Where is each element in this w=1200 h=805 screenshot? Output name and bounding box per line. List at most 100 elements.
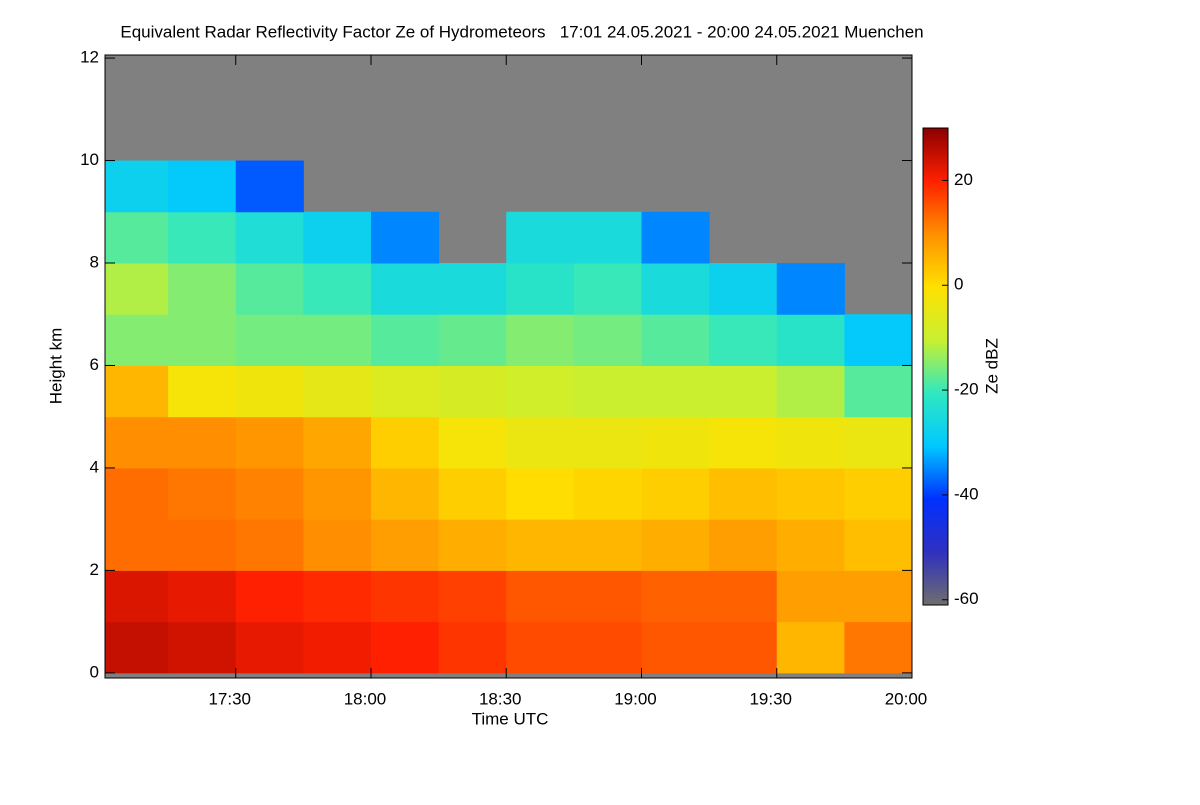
heatmap-cell <box>105 519 169 571</box>
heatmap-cell <box>506 519 575 571</box>
colorbar-tick-label: -20 <box>954 380 979 399</box>
heatmap-cell <box>303 621 372 674</box>
colorbar <box>922 127 949 606</box>
heatmap-cell <box>303 570 372 623</box>
heatmap-cell <box>168 467 237 520</box>
heatmap-cell <box>776 621 845 674</box>
heatmap-cell <box>303 211 372 264</box>
heatmap-cell <box>370 467 440 520</box>
heatmap-cell <box>235 519 304 571</box>
heatmap-cell <box>303 263 372 315</box>
heatmap-cell <box>105 570 169 623</box>
heatmap-cell <box>573 570 642 623</box>
heatmap-cell <box>168 570 237 623</box>
heatmap-cell <box>303 519 372 571</box>
heatmap-cell <box>303 365 372 418</box>
heatmap-cell <box>168 211 237 264</box>
heatmap-cell <box>709 570 778 623</box>
y-tick-label: 0 <box>90 662 99 681</box>
y-tick-label: 2 <box>90 560 99 579</box>
heatmap-cell <box>709 467 778 520</box>
heatmap-cell <box>709 365 778 418</box>
heatmap-cell <box>573 416 642 469</box>
chart-title: Equivalent Radar Reflectivity Factor Ze … <box>120 22 923 41</box>
plot-frame <box>104 54 913 679</box>
heatmap-cell <box>506 211 575 264</box>
heatmap-cell <box>105 467 169 520</box>
heatmap-cell <box>573 467 642 520</box>
colorbar-tick-label: 20 <box>954 170 973 189</box>
x-tick-label: 19:30 <box>749 689 792 708</box>
heatmap-cell <box>844 467 912 520</box>
heatmap-cell <box>844 519 912 571</box>
colorbar-tick-label: 0 <box>954 275 963 294</box>
heatmap-cell <box>370 314 440 366</box>
heatmap-cell <box>235 160 304 213</box>
colorbar-label: Ze dBZ <box>982 338 1001 394</box>
heatmap-cell <box>506 416 575 469</box>
x-axis-label: Time UTC <box>472 709 549 728</box>
heatmap-cell <box>641 467 710 520</box>
heatmap-cell <box>573 314 642 366</box>
heatmap-cell <box>370 621 440 674</box>
heatmap-cell <box>709 621 778 674</box>
heatmap-cell <box>105 621 169 674</box>
heatmap-cell <box>776 519 845 571</box>
heatmap-cell <box>641 621 710 674</box>
heatmap-cell <box>105 263 169 315</box>
heatmap-cell <box>844 314 912 366</box>
heatmap-cell <box>235 621 304 674</box>
heatmap-cell <box>844 365 912 418</box>
heatmap-cell <box>641 314 710 366</box>
heatmap-cell <box>303 314 372 366</box>
heatmap-cell <box>235 416 304 469</box>
heatmap-cell <box>235 365 304 418</box>
heatmap-cell <box>168 621 237 674</box>
x-tick-label: 18:30 <box>479 689 522 708</box>
heatmap-cell <box>573 621 642 674</box>
heatmap-cell <box>641 263 710 315</box>
x-tick-label: 17:30 <box>208 689 251 708</box>
heatmap-cell <box>709 263 778 315</box>
heatmap-cell <box>506 570 575 623</box>
x-tick-label: 18:00 <box>344 689 387 708</box>
heatmap-cell <box>105 365 169 418</box>
heatmap-cell <box>168 519 237 571</box>
heatmap-cell <box>641 416 710 469</box>
y-tick-label: 8 <box>90 252 99 271</box>
heatmap-cell <box>776 416 845 469</box>
y-tick-label: 4 <box>90 457 99 476</box>
heatmap-cell <box>235 570 304 623</box>
heatmap-cell <box>370 570 440 623</box>
x-tick-label: 20:00 <box>885 689 928 708</box>
heatmap-cell <box>438 416 507 469</box>
heatmap-cell <box>709 416 778 469</box>
heatmap-cell <box>370 365 440 418</box>
heatmap-cell <box>168 314 237 366</box>
heatmap-cell <box>844 416 912 469</box>
heatmap-cell <box>776 570 845 623</box>
heatmap <box>105 160 912 674</box>
heatmap-cell <box>438 621 507 674</box>
heatmap-cell <box>506 621 575 674</box>
heatmap-cell <box>105 416 169 469</box>
heatmap-cell <box>438 263 507 315</box>
heatmap-cell <box>709 314 778 366</box>
heatmap-cell <box>438 570 507 623</box>
heatmap-cell <box>105 160 169 213</box>
heatmap-cell <box>303 467 372 520</box>
heatmap-cell <box>573 365 642 418</box>
heatmap-cell <box>776 365 845 418</box>
heatmap-cell <box>168 365 237 418</box>
heatmap-cell <box>370 519 440 571</box>
heatmap-cell <box>168 416 237 469</box>
heatmap-cell <box>235 467 304 520</box>
colorbar-tick-label: -60 <box>954 589 979 608</box>
heatmap-cell <box>573 519 642 571</box>
heatmap-cell <box>105 211 169 264</box>
heatmap-cell <box>370 416 440 469</box>
heatmap-cell <box>573 263 642 315</box>
heatmap-cell <box>641 211 710 264</box>
heatmap-cell <box>709 519 778 571</box>
